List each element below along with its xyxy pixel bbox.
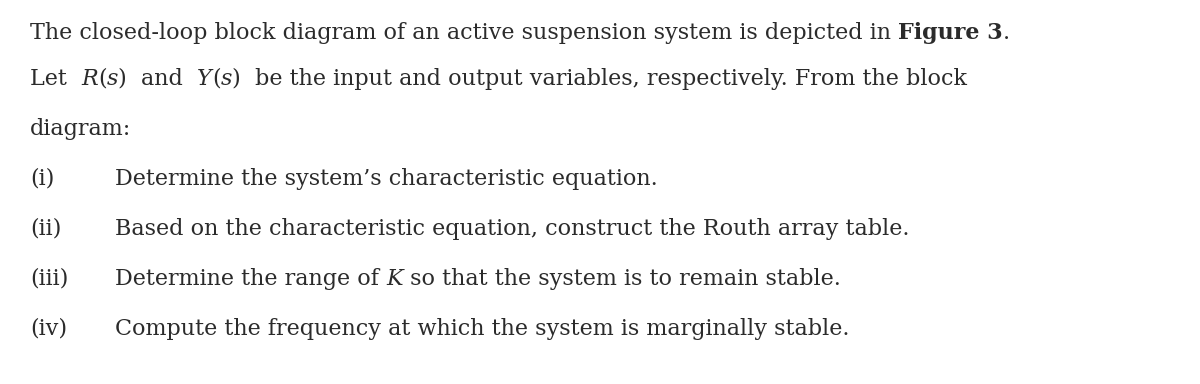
Text: Compute the frequency at which the system is marginally stable.: Compute the frequency at which the syste…	[115, 318, 850, 340]
Text: Figure 3: Figure 3	[898, 22, 1003, 44]
Text: )  be the input and output variables, respectively. From the block: ) be the input and output variables, res…	[232, 68, 967, 90]
Text: (iii): (iii)	[30, 268, 68, 290]
Text: Determine the range of: Determine the range of	[115, 268, 386, 290]
Text: (iv): (iv)	[30, 318, 67, 340]
Text: diagram:: diagram:	[30, 118, 131, 140]
Text: so that the system is to remain stable.: so that the system is to remain stable.	[403, 268, 840, 290]
Text: s: s	[221, 68, 232, 90]
Text: Y: Y	[197, 68, 211, 90]
Text: )  and: ) and	[118, 68, 197, 90]
Text: K: K	[386, 268, 403, 290]
Text: .: .	[1003, 22, 1010, 44]
Text: (: (	[98, 68, 107, 90]
Text: R: R	[82, 68, 98, 90]
Text: (i): (i)	[30, 168, 54, 190]
Text: Let: Let	[30, 68, 82, 90]
Text: s: s	[107, 68, 118, 90]
Text: Based on the characteristic equation, construct the Routh array table.: Based on the characteristic equation, co…	[115, 218, 910, 240]
Text: The closed-loop block diagram of an active suspension system is depicted in: The closed-loop block diagram of an acti…	[30, 22, 898, 44]
Text: (ii): (ii)	[30, 218, 61, 240]
Text: Determine the system’s characteristic equation.: Determine the system’s characteristic eq…	[115, 168, 658, 190]
Text: (: (	[211, 68, 221, 90]
